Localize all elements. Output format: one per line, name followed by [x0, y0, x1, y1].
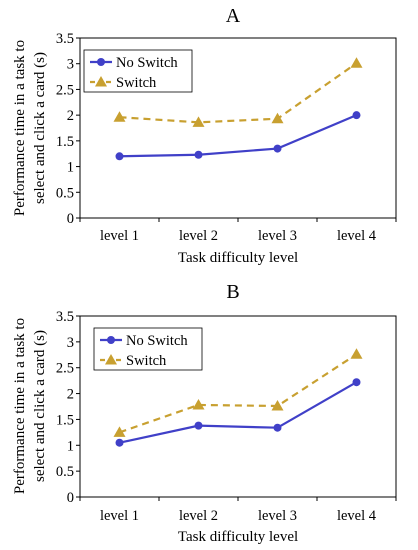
- x-tick-label: level 4: [337, 508, 377, 524]
- x-tick-label: level 4: [337, 228, 377, 244]
- y-tick-label: 2: [67, 108, 74, 124]
- data-point: [350, 348, 363, 359]
- y-axis-label-line: Performance time in a task to: [12, 318, 28, 494]
- y-tick-label: 1: [67, 438, 74, 454]
- data-point: [115, 152, 124, 161]
- x-tick-label: level 3: [258, 228, 297, 244]
- data-point: [350, 57, 363, 68]
- legend-marker: [107, 336, 115, 344]
- legend-marker: [97, 58, 105, 66]
- y-tick-label: 2.5: [56, 361, 74, 377]
- y-tick-label: 2: [67, 387, 74, 403]
- series-line: [119, 381, 358, 444]
- series-line: [119, 114, 357, 158]
- data-point: [115, 438, 124, 447]
- data-point: [194, 421, 203, 430]
- legend: No Switch Switch: [83, 49, 193, 93]
- y-axis-label-line: select and click a card (s): [32, 330, 48, 482]
- y-tick-label: 0.5: [56, 185, 74, 201]
- y-tick-label: 3: [67, 57, 74, 73]
- legend-label: Switch: [126, 353, 167, 369]
- x-tick-label: level 2: [179, 228, 218, 244]
- y-axis-label-line: select and click a card (s): [32, 52, 48, 204]
- y-tick-label: 3.5: [56, 309, 74, 325]
- data-point: [271, 112, 284, 124]
- chart-title: B: [226, 281, 239, 303]
- y-tick-label: 0: [67, 490, 74, 506]
- y-tick-label: 1.5: [56, 412, 74, 428]
- data-point: [352, 378, 361, 387]
- data-point: [192, 116, 205, 127]
- y-tick-label: 2.5: [56, 82, 74, 98]
- data-point: [192, 398, 205, 410]
- chart-a: A 0 0.5 1 1.5 2 2.5 3 3.5 level 1 level 2 level 3 le…: [12, 5, 397, 266]
- legend-label: No Switch: [126, 333, 188, 349]
- data-point: [273, 423, 282, 432]
- series-no-switch: [115, 378, 361, 447]
- x-axis-label: Task difficulty level: [178, 250, 298, 266]
- data-point: [271, 399, 284, 411]
- series-line: [119, 353, 358, 434]
- y-tick-label: 3: [67, 335, 74, 351]
- series-no-switch: [115, 111, 361, 161]
- x-tick-label: level 3: [258, 508, 297, 524]
- x-tick-label: level 1: [100, 228, 139, 244]
- chart-b: B 0 0.5 1 1.5 2 2.5 3 3.5 level 1 level 2 level 3 le…: [12, 281, 397, 545]
- legend: No Switch Switch: [93, 327, 203, 371]
- data-point: [194, 150, 203, 159]
- data-point: [113, 426, 126, 437]
- data-point: [273, 144, 282, 153]
- x-axis-label: Task difficulty level: [178, 529, 298, 545]
- x-tick-label: level 1: [100, 508, 139, 524]
- y-tick-label: 3.5: [56, 31, 74, 47]
- y-tick-label: 0.5: [56, 464, 74, 480]
- series-switch: [113, 348, 363, 437]
- legend-marker: [95, 76, 107, 87]
- legend-label: Switch: [116, 75, 157, 91]
- y-tick-label: 1: [67, 160, 74, 176]
- data-point: [352, 111, 361, 120]
- legend-marker: [105, 354, 117, 365]
- y-axis-label-line: Performance time in a task to: [12, 40, 28, 216]
- y-tick-label: 0: [67, 211, 74, 227]
- x-tick-label: level 2: [179, 508, 218, 524]
- chart-title: A: [226, 5, 241, 27]
- series-line: [119, 62, 358, 124]
- series-switch: [113, 57, 363, 127]
- data-point: [113, 111, 126, 122]
- legend-label: No Switch: [116, 55, 178, 71]
- y-tick-label: 1.5: [56, 134, 74, 150]
